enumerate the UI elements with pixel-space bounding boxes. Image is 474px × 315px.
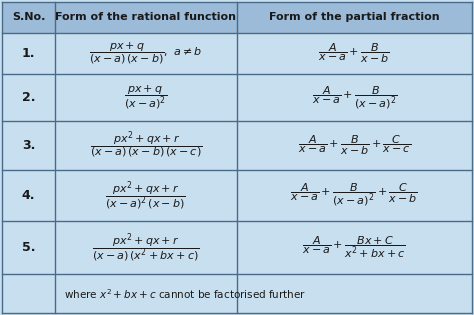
Text: Form of the partial fraction: Form of the partial fraction [269,12,439,22]
Text: Form of the rational function: Form of the rational function [55,12,236,22]
Text: $\dfrac{A}{x-a}+\dfrac{B}{x-b}$: $\dfrac{A}{x-a}+\dfrac{B}{x-b}$ [319,42,390,65]
Bar [2,2,472,33]
Text: 5.: 5. [22,241,35,254]
Text: $\dfrac{A}{x-a}+\dfrac{B}{(x-a)^2}+\dfrac{C}{x-b}$: $\dfrac{A}{x-a}+\dfrac{B}{(x-a)^2}+\dfra… [291,182,418,209]
Text: where $x^2 + bx + c$ cannot be factorised further: where $x^2 + bx + c$ cannot be factorise… [64,287,306,301]
Text: $\dfrac{px+q}{(x-a)\,(x-b)},\ a\neq b$: $\dfrac{px+q}{(x-a)\,(x-b)},\ a\neq b$ [89,41,202,66]
Text: 3.: 3. [22,139,35,152]
Text: $\dfrac{px^2+qx+r}{(x-a)\,(x^2+bx+c)}$: $\dfrac{px^2+qx+r}{(x-a)\,(x^2+bx+c)}$ [92,231,200,264]
Text: S.No.: S.No. [12,12,45,22]
Text: 2.: 2. [22,91,35,104]
Text: 1.: 1. [22,47,35,60]
Text: $\dfrac{px+q}{(x-a)^2}$: $\dfrac{px+q}{(x-a)^2}$ [124,84,167,111]
Text: $\dfrac{px^2+qx+r}{(x-a)\,(x-b)\,(x-c)}$: $\dfrac{px^2+qx+r}{(x-a)\,(x-b)\,(x-c)}$ [90,130,202,161]
Text: $\dfrac{A}{x-a}+\dfrac{B}{(x-a)^2}$: $\dfrac{A}{x-a}+\dfrac{B}{(x-a)^2}$ [311,84,397,111]
Text: 4.: 4. [22,189,35,202]
Text: $\dfrac{px^2+qx+r}{(x-a)^2\,(x-b)}$: $\dfrac{px^2+qx+r}{(x-a)^2\,(x-b)}$ [105,179,186,212]
Text: $\dfrac{A}{x-a}+\dfrac{Bx+C}{x^2+bx+c}$: $\dfrac{A}{x-a}+\dfrac{Bx+C}{x^2+bx+c}$ [302,235,406,260]
Text: $\dfrac{A}{x-a}+\dfrac{B}{x-b}+\dfrac{C}{x-c}$: $\dfrac{A}{x-a}+\dfrac{B}{x-b}+\dfrac{C}… [298,134,411,158]
